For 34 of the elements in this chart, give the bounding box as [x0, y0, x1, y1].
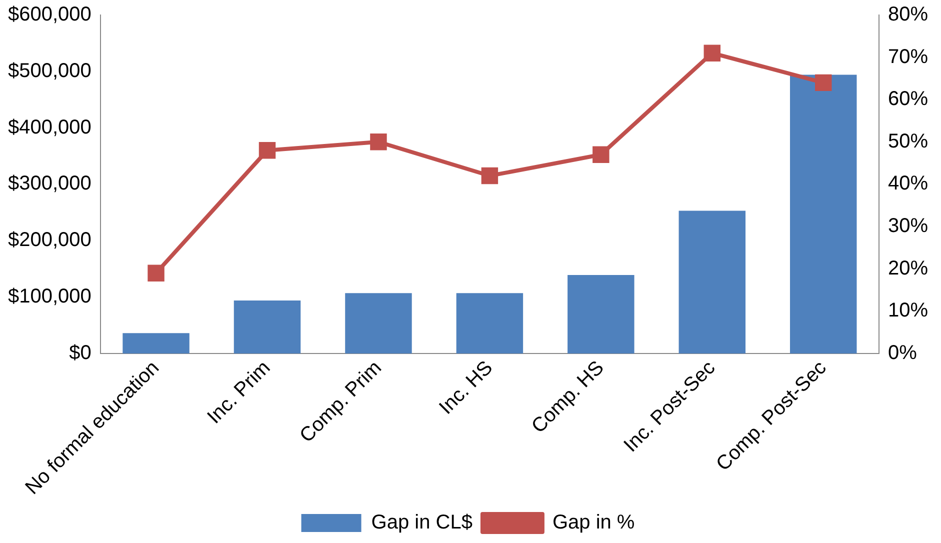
- legend-label: Gap in %: [552, 512, 635, 534]
- y-tick-label: $300,000: [8, 172, 92, 195]
- bar: [568, 275, 634, 354]
- y-tick-label: $600,000: [8, 4, 92, 26]
- legend-label: Gap in CL$: [371, 512, 472, 534]
- y-tick-label: $500,000: [8, 60, 92, 82]
- y2-tick-label: 40%: [888, 172, 928, 195]
- bar: [456, 293, 524, 354]
- y-tick-label: $0: [69, 342, 92, 364]
- y-tick-label: $100,000: [8, 286, 92, 308]
- point: [370, 134, 387, 150]
- point: [258, 142, 276, 159]
- y2-tick-label: 80%: [888, 4, 928, 26]
- bar: [790, 74, 857, 354]
- bar: [234, 300, 301, 354]
- y2-tick-label: 0%: [888, 342, 918, 364]
- bar: [345, 293, 412, 354]
- y2-tick-label: 10%: [888, 300, 928, 322]
- y2-tick-label: 30%: [888, 215, 928, 238]
- y2-tick-label: 50%: [888, 130, 928, 152]
- x-tick-label: Inc. Prim: [203, 356, 275, 428]
- bar: [678, 210, 746, 354]
- point: [481, 167, 498, 184]
- y-tick-label: $400,000: [8, 116, 92, 138]
- y2-tick-label: 60%: [888, 88, 928, 110]
- y-tick-label: $200,000: [8, 229, 92, 252]
- y2-tick-label: 70%: [888, 46, 928, 68]
- point: [592, 146, 610, 163]
- point: [704, 44, 720, 62]
- point: [148, 264, 164, 282]
- y2-tick-label: 20%: [888, 257, 928, 280]
- x-tick-label: Inc. HS: [435, 356, 498, 419]
- bar: [122, 333, 190, 354]
- point: [814, 74, 832, 92]
